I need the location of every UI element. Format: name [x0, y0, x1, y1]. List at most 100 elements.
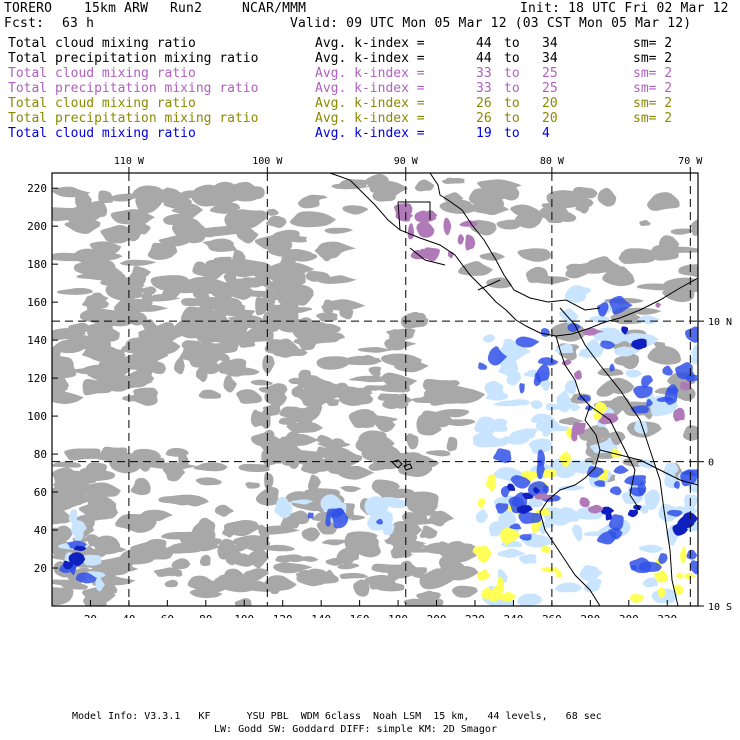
- gray-cloud-patch: [662, 287, 695, 303]
- gray-cloud-patch: [368, 366, 382, 378]
- light-blue-cloud-patch: [274, 496, 293, 519]
- gray-cloud-patch: [269, 584, 283, 595]
- gray-cloud-patch: [111, 361, 131, 379]
- field-name: Total cloud mixing ratio: [8, 36, 196, 51]
- field-from-value: 44: [476, 36, 492, 51]
- gray-cloud-patch: [264, 472, 274, 489]
- gray-cloud-patch: [89, 241, 122, 256]
- blue-cloud-patch: [518, 511, 542, 524]
- gray-cloud-patch: [113, 546, 127, 552]
- gray-cloud-patch: [353, 579, 370, 597]
- purple-cloud-patch: [574, 370, 582, 380]
- gray-cloud-patch: [342, 205, 369, 215]
- gray-cloud-patch: [659, 235, 680, 256]
- blue-cloud-patch: [325, 508, 331, 527]
- deep-blue-cloud-patch: [73, 545, 87, 552]
- gray-cloud-patch: [198, 389, 222, 399]
- deep-blue-cloud-patch: [672, 522, 688, 536]
- gray-cloud-patch: [420, 410, 453, 428]
- x-tick-label: 200: [427, 613, 447, 618]
- deep-blue-cloud-patch: [63, 560, 73, 570]
- gray-cloud-patch: [639, 219, 651, 227]
- y-tick-label: 40: [34, 524, 47, 537]
- deep-blue-cloud-patch: [516, 505, 533, 514]
- gray-cloud-patch: [52, 461, 82, 468]
- coastline-south-america: [539, 335, 601, 606]
- gray-cloud-patch: [365, 574, 397, 590]
- gray-cloud-patch: [98, 190, 114, 204]
- gray-cloud-patch: [150, 361, 166, 374]
- blue-cloud-patch: [535, 364, 550, 383]
- blue-cloud-patch: [519, 383, 525, 394]
- y-tick-label: 100: [27, 410, 47, 423]
- forecast-map: 2040608010012014016018020022024026028030…: [27, 156, 732, 618]
- yellow-cloud-patch: [657, 587, 667, 599]
- gray-cloud-patch: [597, 188, 617, 207]
- gray-cloud-patch: [192, 261, 213, 276]
- deep-blue-cloud-patch: [600, 506, 615, 515]
- gray-cloud-patch: [174, 356, 185, 375]
- gray-cloud-patch: [255, 486, 280, 506]
- blue-cloud-patch: [594, 480, 606, 487]
- model-name: TORERO: [4, 1, 53, 16]
- blue-cloud-patch: [633, 385, 653, 399]
- light-blue-cloud-patch: [569, 402, 581, 412]
- purple-cloud-patch: [534, 493, 553, 500]
- gray-cloud-patch: [446, 436, 458, 452]
- field-name: Total cloud mixing ratio: [8, 66, 196, 81]
- field-to-value: 34: [542, 51, 558, 66]
- gray-cloud-patch: [402, 512, 428, 525]
- gray-cloud-patch: [486, 277, 512, 289]
- gray-cloud-patch: [517, 248, 551, 262]
- yellow-cloud-patch: [476, 545, 493, 563]
- blue-cloud-patch: [537, 357, 559, 366]
- gray-cloud-patch: [273, 562, 313, 574]
- organization: NCAR/MMM: [242, 1, 307, 16]
- light-blue-cloud-patch: [585, 339, 604, 359]
- gray-cloud-patch: [372, 415, 399, 423]
- gray-cloud-patch: [261, 292, 276, 308]
- field-smoothing: sm= 2: [633, 36, 673, 51]
- purple-cloud-patch: [680, 381, 692, 391]
- yellow-cloud-patch: [680, 546, 687, 564]
- blue-cloud-patch: [666, 509, 683, 517]
- gray-cloud-patch: [199, 554, 211, 567]
- gray-cloud-patch: [264, 388, 288, 407]
- light-blue-cloud-patch: [589, 444, 618, 454]
- cloud-field: [52, 174, 698, 606]
- gray-cloud-patch: [236, 224, 259, 244]
- light-blue-cloud-patch: [614, 346, 640, 357]
- blue-cloud-patch: [536, 459, 545, 480]
- gray-cloud-patch: [133, 345, 169, 366]
- gray-cloud-patch: [425, 598, 444, 606]
- field-from-value: 33: [476, 81, 492, 96]
- gray-cloud-patch: [491, 186, 510, 201]
- field-from-value: 44: [476, 51, 492, 66]
- yellow-cloud-patch: [629, 594, 644, 603]
- gray-cloud-patch: [691, 219, 698, 236]
- gray-cloud-patch: [266, 208, 279, 216]
- blue-cloud-patch: [624, 475, 647, 486]
- y-tick-label: 180: [27, 258, 47, 271]
- gray-cloud-patch: [439, 201, 481, 214]
- gray-cloud-patch: [412, 508, 439, 516]
- gray-cloud-patch: [262, 355, 275, 374]
- gray-cloud-patch: [183, 498, 209, 507]
- field-smoothing: sm= 2: [633, 96, 673, 111]
- gray-cloud-patch: [96, 564, 139, 573]
- gray-cloud-patch: [171, 558, 191, 570]
- gray-cloud-patch: [138, 363, 154, 379]
- gray-cloud-patch: [337, 355, 382, 366]
- gray-cloud-patch: [414, 179, 435, 192]
- gray-cloud-patch: [647, 345, 682, 365]
- field-avg-label: Avg. k-index =: [315, 36, 425, 51]
- gray-cloud-patch: [233, 535, 271, 552]
- yellow-cloud-patch: [559, 451, 572, 468]
- field-from-value: 19: [476, 126, 492, 141]
- gray-cloud-patch: [340, 485, 362, 492]
- longitude-label: 80 W: [540, 156, 565, 167]
- gray-cloud-patch: [193, 462, 228, 472]
- gray-cloud-patch: [339, 572, 369, 579]
- gray-cloud-patch: [384, 537, 398, 545]
- field-to-word: to: [504, 66, 520, 81]
